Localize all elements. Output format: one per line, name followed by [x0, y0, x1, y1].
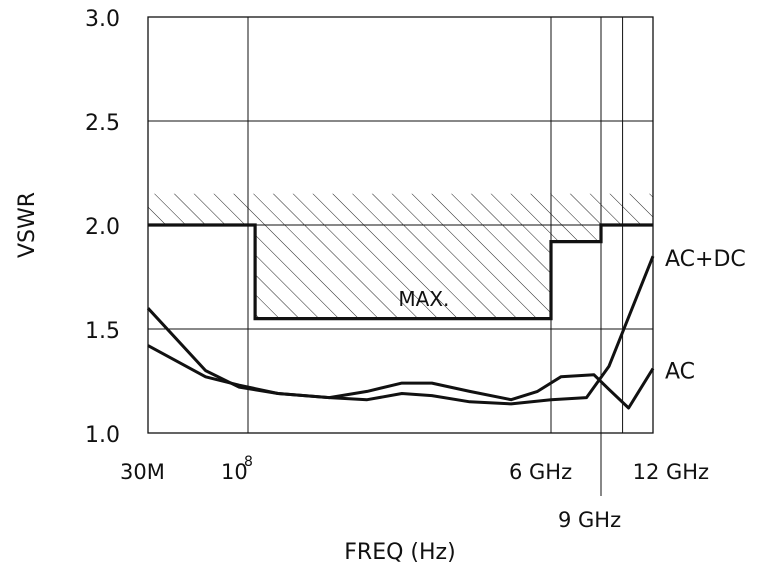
y-tick-label: 1.5	[85, 319, 120, 344]
y-tick-label: 2.5	[85, 111, 120, 136]
x-tick-superscript: 8	[244, 454, 253, 470]
y-axis-label: VSWR	[15, 192, 40, 258]
x-tick-label: 10	[221, 460, 248, 484]
x-tick-label: 30M	[120, 460, 165, 484]
series-line-ac-dc	[146, 255, 655, 406]
series-line-ac	[147, 344, 655, 410]
series-label: AC	[665, 360, 695, 385]
x-tick-label: 12 GHz	[633, 460, 709, 484]
series-label: AC+DC	[665, 247, 746, 272]
x-axis-label: FREQ (Hz)	[344, 540, 455, 565]
annotation-max: MAX.	[398, 287, 449, 311]
label-layer: 1.0 1.5 2.0 2.5 3.0 30M 108 6 GHz 9 GHz 12 GHz FRE…	[15, 7, 746, 565]
y-tick-label: 1.0	[85, 423, 120, 448]
y-tick-label: 3.0	[85, 7, 120, 32]
series-layer	[146, 223, 655, 410]
x-tick-label: 6 GHz	[509, 460, 572, 484]
y-tick-label: 2.0	[85, 215, 120, 240]
series-line-max-limit	[148, 223, 653, 321]
x-tick-label: 9 GHz	[558, 508, 621, 532]
